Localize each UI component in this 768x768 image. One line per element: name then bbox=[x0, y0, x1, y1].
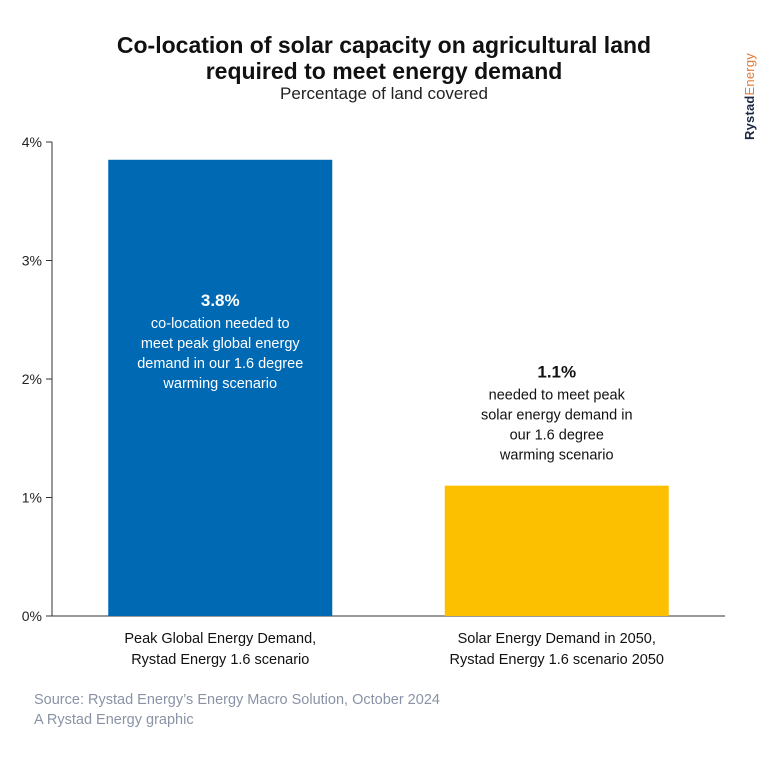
y-tick-label: 3% bbox=[22, 253, 42, 269]
annotation-text: demand in our 1.6 degree bbox=[137, 356, 303, 372]
annotation-text: warming scenario bbox=[499, 448, 614, 464]
x-tick-label: Peak Global Energy Demand, bbox=[124, 631, 316, 647]
x-tick-label: Solar Energy Demand in 2050, bbox=[458, 631, 656, 647]
bar bbox=[444, 485, 669, 616]
x-tick-label: Rystad Energy 1.6 scenario 2050 bbox=[450, 652, 664, 668]
data-label: 3.8% bbox=[201, 291, 240, 310]
y-tick-label: 0% bbox=[22, 608, 42, 624]
data-label: 1.1% bbox=[537, 363, 576, 382]
y-tick-label: 1% bbox=[22, 490, 42, 506]
annotation-text: needed to meet peak bbox=[489, 388, 626, 404]
chart-subtitle: Percentage of land covered bbox=[280, 84, 488, 103]
y-tick-label: 2% bbox=[22, 371, 42, 387]
source-note: Source: Rystad Energy’s Energy Macro Sol… bbox=[34, 690, 440, 730]
source-line-2: A Rystad Energy graphic bbox=[34, 712, 194, 728]
chart-title-line-2: required to meet energy demand bbox=[205, 58, 563, 84]
source-line-1: Source: Rystad Energy’s Energy Macro Sol… bbox=[34, 692, 440, 708]
annotation-text: our 1.6 degree bbox=[510, 428, 604, 444]
annotation-text: solar energy demand in bbox=[481, 408, 633, 424]
y-tick-label: 4% bbox=[22, 134, 42, 150]
x-tick-label: Rystad Energy 1.6 scenario bbox=[131, 652, 309, 668]
chart-title-line-1: Co-location of solar capacity on agricul… bbox=[116, 32, 652, 58]
annotation-text: co-location needed to bbox=[151, 316, 290, 332]
chart-title: Co-location of solar capacity on agricul… bbox=[0, 32, 768, 84]
bar bbox=[108, 159, 333, 616]
annotation-text: meet peak global energy bbox=[141, 336, 301, 352]
annotation-text: warming scenario bbox=[162, 376, 277, 392]
